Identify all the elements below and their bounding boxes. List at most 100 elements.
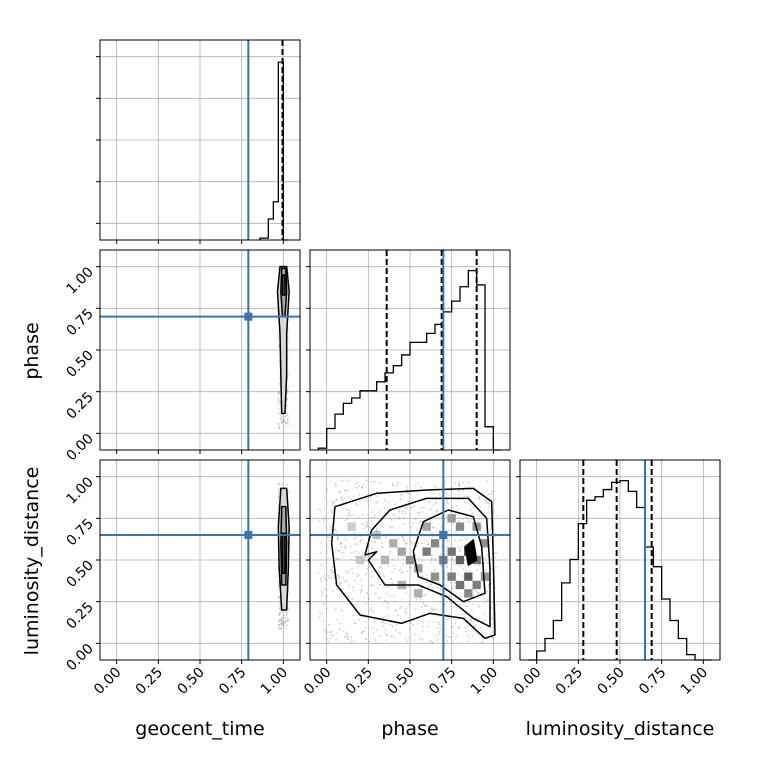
distance-phase-scatter-point — [320, 591, 323, 594]
distance-geocent-scatter-point — [278, 612, 280, 615]
distance-phase-scatter-point — [440, 564, 443, 567]
distance-phase-scatter-point — [323, 508, 326, 511]
distance-phase-scatter-point — [360, 522, 363, 525]
distance-phase-scatter-point — [348, 479, 351, 482]
distance-phase-scatter-point — [460, 596, 462, 599]
distance-phase-scatter-point — [394, 568, 397, 570]
distance-phase-scatter-point — [445, 565, 448, 568]
distance-phase-scatter-point — [457, 563, 460, 566]
distance-phase-scatter-point — [325, 552, 328, 555]
distance-phase-scatter-point — [435, 510, 438, 513]
distance-phase-scatter-point — [471, 634, 474, 637]
distance-geocent-scatter-point — [284, 619, 286, 622]
distance-phase-scatter-point — [335, 499, 338, 501]
distance-phase-scatter-point — [365, 572, 368, 575]
phase-geocent-truth-marker — [244, 312, 253, 321]
distance-phase-scatter-point — [338, 628, 341, 631]
panel-phase-vs-geocent-time: 0.00 0.25 0.50 0.75 1.00 — [63, 249, 301, 464]
distance-hist-frame — [519, 459, 721, 661]
phase-geocent-frame — [99, 249, 301, 451]
distance-phase-scatter-point — [341, 479, 344, 482]
distance-phase-scatter-point — [371, 546, 374, 549]
distance-phase-scatter-point — [458, 484, 461, 487]
distance-phase-scatter-point — [433, 492, 436, 495]
distance-phase-scatter-point — [348, 570, 351, 573]
distance-phase-scatter-point — [357, 516, 360, 519]
distance-phase-scatter-point — [354, 622, 357, 624]
distance-phase-scatter-point — [426, 543, 429, 546]
distance-phase-scatter-point — [384, 499, 387, 502]
distance-phase-scatter-point — [419, 512, 422, 514]
distance-phase-scatter-point — [436, 509, 439, 512]
distance-phase-scatter-point — [395, 609, 397, 612]
distance-phase-scatter-point — [472, 594, 475, 597]
distance-phase-scatter-point — [375, 592, 377, 595]
distance-phase-scatter-point — [381, 546, 384, 549]
distance-phase-scatter-point — [395, 608, 397, 611]
distance-phase-density-cell-0 — [397, 547, 406, 556]
distance-phase-contour-3 — [464, 539, 478, 566]
phase-geocent-scatter-point — [280, 415, 283, 418]
distance-phase-scatter-point — [413, 633, 416, 635]
distance-phase-scatter-point — [451, 640, 454, 643]
distance-geocent-scatter-point — [278, 623, 281, 626]
distance-phase-scatter-point — [457, 490, 460, 492]
distance-phase-scatter-point — [375, 529, 378, 532]
distance-phase-scatter-point — [439, 589, 442, 591]
phase-geocent-scatter-point — [277, 336, 280, 339]
distance-phase-scatter-point — [374, 593, 377, 595]
distance-phase-scatter-point — [405, 640, 408, 643]
distance-phase-density-cell-27 — [447, 514, 456, 523]
distance-phase-scatter-point — [327, 539, 330, 542]
distance-phase-scatter-point — [401, 536, 404, 539]
distance-phase-scatter-point — [336, 588, 339, 591]
distance-phase-scatter-point — [342, 498, 345, 501]
distance-phase-scatter-point — [405, 586, 408, 589]
distance-phase-scatter-point — [430, 584, 433, 587]
distance-phase-scatter-point — [462, 567, 465, 570]
distance-phase-scatter-point — [344, 544, 346, 547]
distance-geocent-scatter-point — [286, 484, 289, 486]
distance-phase-scatter-point — [374, 639, 377, 641]
distance-phase-frame — [309, 459, 511, 661]
phase-geocent-scatter-point — [277, 399, 280, 402]
distance-phase-scatter-point — [397, 536, 400, 539]
distance-phase-scatter-point — [392, 484, 394, 487]
distance-phase-scatter-point — [434, 559, 437, 562]
distance-phase-scatter-point — [352, 614, 354, 617]
distance-phase-scatter-point — [336, 575, 339, 577]
distance-phase-scatter-point — [484, 501, 487, 504]
distance-phase-scatter-point — [344, 538, 346, 540]
phase-geocent-scatter-point — [277, 423, 280, 425]
distance-phase-scatter-point — [452, 625, 455, 628]
distance-phase-scatter-point — [328, 637, 331, 640]
distance-phase-scatter-point — [326, 536, 329, 538]
distance-phase-scatter-point — [445, 545, 447, 548]
phase-geocent-scatter-point — [280, 417, 283, 419]
distance-phase-scatter-point — [419, 520, 422, 523]
distance-phase-scatter-point — [489, 537, 492, 540]
distance-phase-scatter-point — [434, 498, 437, 501]
distance-phase-scatter-point — [389, 525, 392, 528]
distance-phase-scatter-point — [364, 602, 367, 605]
distance-phase-scatter-point — [318, 519, 321, 522]
distance-geocent-scatter-point — [287, 617, 290, 620]
distance-hist-xtick-label-1: 0.25 — [553, 665, 586, 698]
distance-phase-scatter-point — [450, 636, 452, 639]
distance-phase-scatter-point — [421, 605, 423, 608]
distance-phase-scatter-point — [354, 555, 357, 558]
distance-geocent-scatter-point — [278, 612, 281, 615]
distance-phase-scatter-point — [463, 616, 466, 619]
distance-phase-scatter-point — [402, 510, 404, 513]
phase-geocent-scatter-point — [287, 340, 290, 343]
distance-phase-scatter-point — [419, 521, 421, 523]
distance-phase-scatter-point — [475, 631, 478, 634]
distance-phase-scatter-point — [429, 583, 432, 586]
distance-phase-scatter-point — [331, 504, 334, 507]
distance-phase-scatter-point — [485, 490, 488, 493]
phase-geocent-contour-2 — [281, 274, 286, 296]
distance-phase-scatter-point — [363, 596, 366, 599]
distance-phase-scatter-point — [354, 483, 357, 485]
distance-phase-scatter-point — [331, 565, 334, 568]
distance-phase-scatter-point — [360, 584, 363, 587]
